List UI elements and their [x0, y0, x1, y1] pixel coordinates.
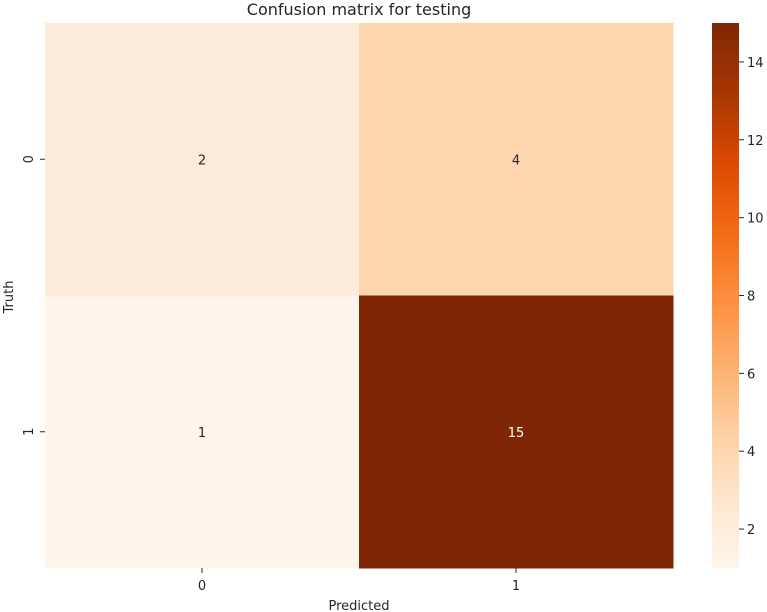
heatmap-cell-labels: 2 4 1 15	[198, 153, 524, 441]
y-tick-label: 0	[22, 155, 37, 163]
cell-value-0-0: 2	[198, 153, 206, 168]
x-axis-label: Predicted	[328, 599, 389, 612]
x-tick-label: 1	[512, 579, 520, 594]
colorbar-tick-label: 12	[747, 134, 764, 149]
colorbar: 2 4 6 8 10 12 14	[712, 23, 764, 568]
colorbar-tick-label: 2	[747, 523, 755, 538]
heatmap-cells	[45, 23, 674, 569]
y-tick-label: 1	[22, 428, 37, 436]
y-axis-ticks: 01	[22, 155, 45, 436]
colorbar-gradient	[712, 23, 739, 568]
y-axis-label: Truth	[2, 281, 17, 315]
x-tick-label: 0	[198, 579, 206, 594]
heatmap-cell-1-0	[45, 295, 360, 569]
cell-value-1-0: 1	[198, 426, 206, 441]
cell-value-1-1: 15	[508, 426, 525, 441]
colorbar-tick-label: 4	[747, 445, 755, 460]
chart-title: Confusion matrix for testing	[247, 0, 471, 19]
colorbar-ticks: 2 4 6 8 10 12 14	[739, 56, 764, 538]
heatmap-cell-0-1	[359, 23, 674, 296]
colorbar-tick-label: 6	[747, 367, 755, 382]
colorbar-tick-label: 14	[747, 56, 764, 71]
heatmap-cell-0-0	[45, 23, 360, 296]
heatmap-cell-1-1	[359, 295, 674, 569]
colorbar-tick-label: 8	[747, 290, 755, 305]
colorbar-tick-label: 10	[747, 212, 764, 227]
cell-value-0-1: 4	[512, 153, 520, 168]
